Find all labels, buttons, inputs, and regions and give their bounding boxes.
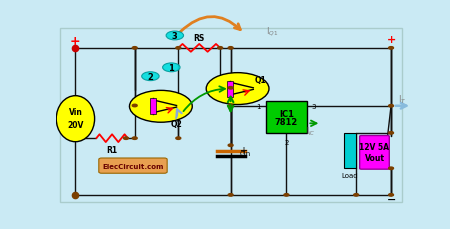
Text: 1: 1 [256,103,260,109]
Circle shape [132,105,137,107]
Text: Q1: Q1 [255,75,266,84]
Text: 20V: 20V [67,120,84,129]
Text: 3: 3 [172,32,178,41]
Text: Load: Load [342,173,358,179]
Circle shape [162,64,180,72]
Text: −: − [387,194,396,204]
Text: +: + [239,145,248,155]
Circle shape [228,144,233,147]
Text: Vout: Vout [364,154,384,163]
Text: IC1: IC1 [279,109,294,118]
Circle shape [130,91,192,123]
Bar [266,101,307,133]
Bar [344,133,356,169]
Circle shape [218,47,223,50]
Text: Vin: Vin [68,108,82,117]
Circle shape [132,47,137,50]
Text: 7812: 7812 [275,118,298,127]
Text: ElecCircuit.com: ElecCircuit.com [102,163,164,169]
Circle shape [354,194,359,196]
Circle shape [389,167,393,170]
Text: +: + [387,35,396,44]
Text: Q2: Q2 [170,120,182,129]
Text: I$_{IC}$: I$_{IC}$ [306,125,315,137]
Text: I$_{Q1}$: I$_{Q1}$ [266,25,278,37]
Circle shape [389,194,393,196]
Circle shape [206,73,269,105]
Text: 12V 5A: 12V 5A [360,143,390,152]
Text: 1: 1 [168,64,174,73]
FancyBboxPatch shape [99,158,167,174]
Circle shape [389,47,393,50]
Circle shape [389,132,393,134]
FancyBboxPatch shape [60,29,401,202]
Text: I$_T$: I$_T$ [398,93,406,106]
Circle shape [389,105,393,108]
Text: 2: 2 [148,72,153,81]
Bar [150,99,156,115]
Circle shape [142,72,159,81]
Circle shape [228,87,233,90]
Circle shape [176,137,181,140]
Text: +: + [70,35,81,48]
Text: 3: 3 [311,103,316,109]
Circle shape [166,32,184,41]
Circle shape [228,47,233,50]
Text: RS: RS [194,34,205,43]
Bar [227,81,233,97]
Circle shape [284,194,289,196]
Circle shape [228,105,233,108]
Ellipse shape [56,96,94,142]
Circle shape [132,137,137,140]
Text: R1: R1 [107,146,117,155]
Text: 2: 2 [284,139,288,145]
Circle shape [124,137,128,140]
Circle shape [228,194,233,196]
Circle shape [176,47,181,50]
FancyBboxPatch shape [360,136,389,169]
Text: Cin: Cin [239,151,251,157]
